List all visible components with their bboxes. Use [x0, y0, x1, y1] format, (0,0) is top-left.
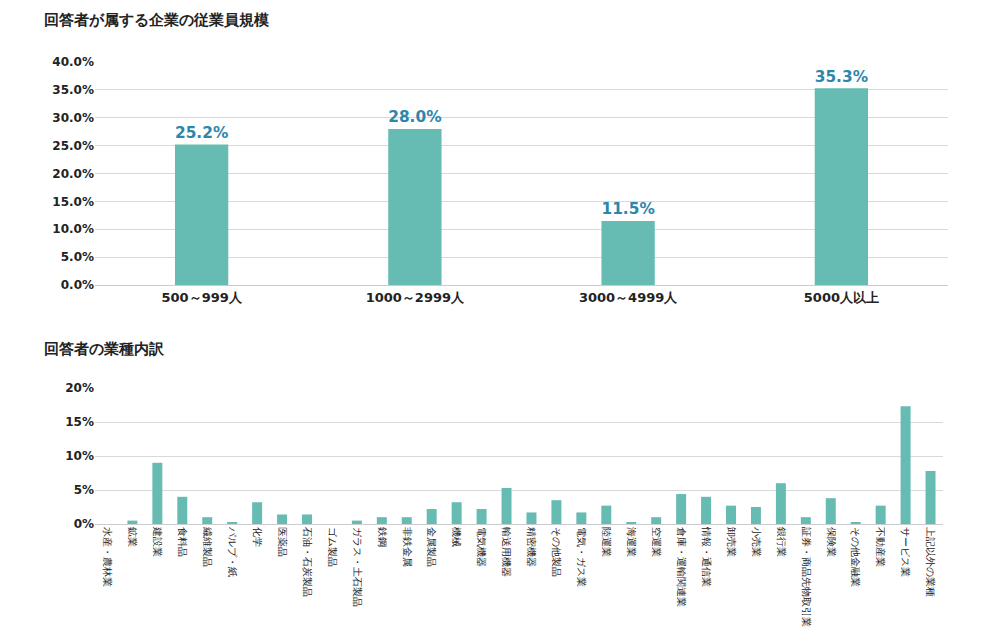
- svg-text:海運業: 海運業: [626, 527, 637, 557]
- svg-text:鉄鋼: 鉄鋼: [377, 527, 388, 547]
- svg-text:28.0%: 28.0%: [388, 108, 441, 126]
- svg-text:保険業: 保険業: [826, 527, 837, 557]
- svg-text:回答者の業種内訳: 回答者の業種内訳: [44, 340, 165, 358]
- svg-text:情報・通信業: 情報・通信業: [701, 526, 712, 587]
- svg-text:40.0%: 40.0%: [52, 55, 94, 69]
- svg-text:3000～4999人: 3000～4999人: [579, 290, 678, 305]
- svg-text:化学: 化学: [252, 527, 263, 547]
- svg-text:食料品: 食料品: [177, 527, 188, 557]
- svg-text:その他製品: その他製品: [551, 527, 562, 577]
- svg-text:20%: 20%: [65, 381, 94, 395]
- svg-text:証券・商品先物取引業: 証券・商品先物取引業: [801, 527, 812, 627]
- svg-text:機械: 機械: [451, 527, 462, 547]
- svg-text:石油・石炭製品: 石油・石炭製品: [302, 527, 313, 597]
- svg-text:陸運業: 陸運業: [601, 527, 612, 557]
- svg-text:20.0%: 20.0%: [52, 167, 94, 181]
- svg-text:ガラス・土石製品: ガラス・土石製品: [352, 527, 363, 607]
- svg-text:電気・ガス業: 電気・ガス業: [576, 527, 587, 587]
- svg-text:10.0%: 10.0%: [52, 222, 94, 236]
- svg-text:不動産業: 不動産業: [875, 527, 886, 567]
- svg-text:医薬品: 医薬品: [277, 527, 288, 557]
- svg-text:その他金融業: その他金融業: [850, 527, 861, 587]
- svg-text:小売業: 小売業: [751, 527, 762, 557]
- svg-text:サービス業: サービス業: [900, 527, 911, 577]
- svg-text:倉庫・運輸関連業: 倉庫・運輸関連業: [676, 527, 687, 607]
- svg-text:15%: 15%: [65, 415, 94, 429]
- svg-text:5.0%: 5.0%: [61, 250, 94, 264]
- svg-text:0%: 0%: [74, 517, 94, 531]
- svg-text:35.3%: 35.3%: [815, 68, 868, 86]
- svg-text:空運業: 空運業: [651, 527, 662, 557]
- svg-text:25.2%: 25.2%: [175, 124, 228, 142]
- svg-text:30.0%: 30.0%: [52, 111, 94, 125]
- svg-text:銀行業: 銀行業: [776, 527, 787, 557]
- svg-text:25.0%: 25.0%: [52, 139, 94, 153]
- svg-text:パルプ・紙: パルプ・紙: [227, 526, 238, 577]
- svg-text:電気機器: 電気機器: [476, 527, 487, 567]
- svg-text:上記以外の業種: 上記以外の業種: [925, 527, 936, 597]
- svg-text:500～999人: 500～999人: [161, 290, 242, 305]
- svg-text:鉱業: 鉱業: [127, 527, 138, 547]
- svg-text:15.0%: 15.0%: [52, 195, 94, 209]
- svg-text:回答者が属する企業の従業員規模: 回答者が属する企業の従業員規模: [44, 11, 270, 29]
- svg-text:精密機器: 精密機器: [526, 527, 537, 567]
- svg-text:5%: 5%: [74, 483, 94, 497]
- svg-text:10%: 10%: [65, 449, 94, 463]
- svg-text:繊維製品: 繊維製品: [202, 526, 213, 567]
- svg-text:5000人以上: 5000人以上: [804, 290, 879, 305]
- svg-text:ゴム製品: ゴム製品: [327, 527, 338, 567]
- svg-text:金属製品: 金属製品: [426, 527, 437, 567]
- svg-text:11.5%: 11.5%: [601, 200, 654, 218]
- svg-text:35.0%: 35.0%: [52, 83, 94, 97]
- svg-text:建設業: 建設業: [152, 526, 163, 557]
- svg-text:卸売業: 卸売業: [726, 527, 737, 557]
- svg-text:0.0%: 0.0%: [61, 278, 94, 292]
- svg-text:1000～2999人: 1000～2999人: [366, 290, 465, 305]
- svg-text:輸送用機器: 輸送用機器: [501, 527, 512, 577]
- svg-text:水産・農林業: 水産・農林業: [102, 527, 113, 587]
- svg-text:非鉄金属: 非鉄金属: [402, 527, 413, 567]
